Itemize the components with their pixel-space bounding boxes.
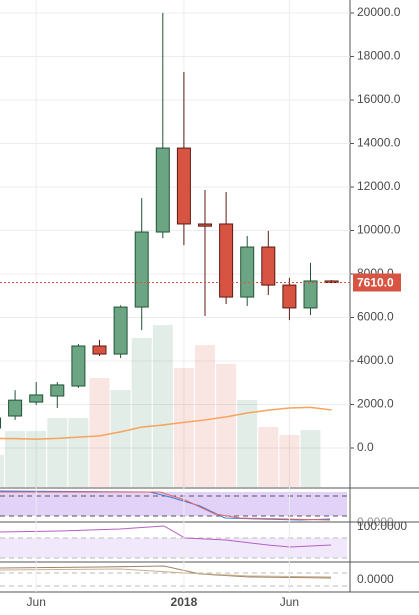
volume-bar <box>47 418 68 487</box>
candle-body <box>176 147 191 225</box>
volume-bar <box>237 400 258 487</box>
volume-bar <box>5 431 26 487</box>
volume-bar <box>279 435 300 487</box>
y-tick-label: 18000.0 <box>357 49 401 63</box>
rsi-line <box>0 490 331 521</box>
candle-body <box>50 384 65 397</box>
indicator-line <box>0 525 332 548</box>
indicator-label: 0.0000 <box>357 515 394 529</box>
candle-body <box>29 394 44 403</box>
y-tick-label: 12000.0 <box>357 179 401 193</box>
candle-body <box>261 246 276 286</box>
y-tick-label: 16000.0 <box>357 92 401 106</box>
y-tick-label: 2000.0 <box>357 397 394 411</box>
volume-bar <box>0 455 4 487</box>
candle-body <box>324 280 339 283</box>
candle-body <box>303 280 318 309</box>
candle-body <box>198 223 212 227</box>
band <box>0 538 347 558</box>
candle-body <box>155 147 170 233</box>
volume-bar <box>26 431 47 487</box>
indicator-line <box>0 568 332 578</box>
candle-body <box>0 417 1 429</box>
indicator-panels <box>0 0 419 593</box>
candle-body <box>219 223 234 298</box>
indicator-line <box>0 565 332 579</box>
x-tick-label: 2018 <box>171 595 198 609</box>
candle-body <box>92 345 107 355</box>
candle-body <box>240 246 255 298</box>
rsi-line <box>0 491 331 521</box>
volume-bar <box>258 427 279 487</box>
volume-bar <box>89 378 110 487</box>
indicator-label: 0.0000 <box>357 572 394 586</box>
volume-bar <box>68 418 89 487</box>
y-tick-label: 6000.0 <box>357 310 394 324</box>
y-tick-label: 10000.0 <box>357 223 401 237</box>
y-tick-label: 0.0 <box>357 440 374 454</box>
x-tick-label: Jun <box>280 595 299 609</box>
candle-body <box>134 231 149 308</box>
y-tick-label: 14000.0 <box>357 136 401 150</box>
y-tick-label: 20000.0 <box>357 5 401 19</box>
volume-bar <box>173 368 194 487</box>
last-price-label: 7610.0 <box>357 276 394 290</box>
volume-bar <box>110 390 131 487</box>
volume-bar <box>131 338 152 487</box>
y-tick-label: 4000.0 <box>357 353 394 367</box>
indicator-label: 100.0000 <box>357 519 407 533</box>
last-price-box <box>353 273 401 292</box>
volume-bar <box>152 325 173 487</box>
moving-average-line <box>0 406 332 440</box>
x-tick-label: Jun <box>27 595 46 609</box>
candle-body <box>282 284 297 309</box>
candle-body <box>8 399 23 417</box>
candle-body <box>71 345 86 387</box>
volume-bar <box>300 430 321 487</box>
volume-bar <box>216 364 237 487</box>
volume-bar <box>195 345 215 487</box>
candle-body <box>113 306 128 355</box>
